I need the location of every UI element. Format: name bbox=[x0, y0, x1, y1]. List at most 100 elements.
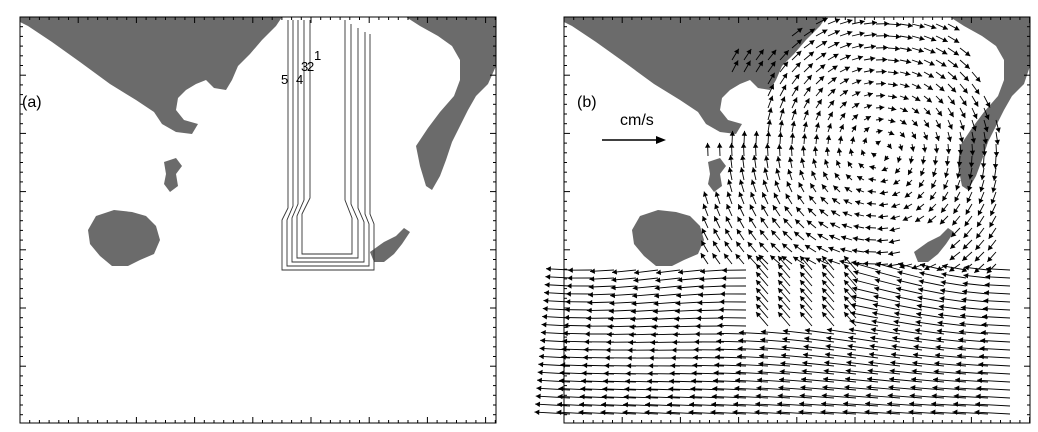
velocity-vector-head bbox=[978, 353, 984, 360]
velocity-vector bbox=[625, 380, 659, 383]
velocity-vector-head bbox=[797, 194, 803, 201]
velocity-vector bbox=[931, 395, 967, 399]
contour-labels: 1 2 3 4 5 bbox=[281, 48, 321, 87]
velocity-vector-head bbox=[782, 336, 788, 343]
velocity-vector bbox=[603, 380, 637, 383]
velocity-vector-head bbox=[771, 230, 777, 236]
velocity-vector-head bbox=[695, 323, 701, 329]
velocity-vector bbox=[645, 396, 681, 399]
velocity-vector-head bbox=[768, 95, 774, 102]
velocity-vector-head bbox=[656, 269, 662, 276]
velocity-vector-head bbox=[782, 61, 789, 68]
velocity-vector-head bbox=[899, 132, 905, 138]
velocity-vector bbox=[892, 328, 923, 335]
velocity-vector-head bbox=[716, 142, 723, 148]
velocity-vector-head bbox=[578, 409, 584, 416]
velocity-vector-head bbox=[963, 75, 969, 82]
velocity-vector-head bbox=[845, 376, 851, 382]
velocity-vector-head bbox=[761, 192, 767, 198]
velocity-vector-head bbox=[746, 49, 752, 55]
velocity-vector bbox=[579, 396, 615, 399]
velocity-vector-head bbox=[927, 85, 933, 90]
velocity-vector-head bbox=[648, 363, 654, 369]
velocity-vector-head bbox=[839, 124, 844, 130]
velocity-vector-head bbox=[932, 171, 938, 177]
velocity-vector-head bbox=[896, 21, 902, 28]
velocity-vector-head bbox=[866, 384, 872, 391]
velocity-vector-head bbox=[964, 220, 970, 227]
velocity-vector-head bbox=[788, 156, 794, 163]
velocity-vector-head bbox=[964, 265, 970, 271]
velocity-vector-head bbox=[877, 225, 883, 232]
velocity-vector bbox=[799, 395, 835, 399]
velocity-vector-head bbox=[626, 363, 632, 369]
velocity-vector-head bbox=[604, 362, 610, 369]
velocity-vector-head bbox=[821, 401, 827, 407]
velocity-vector-head bbox=[650, 339, 656, 346]
velocity-vector-head bbox=[870, 56, 876, 62]
velocity-vector-head bbox=[924, 265, 930, 271]
velocity-vector-head bbox=[792, 97, 798, 103]
velocity-vector bbox=[953, 403, 989, 407]
velocity-vector-head bbox=[844, 304, 850, 310]
velocity-vector-head bbox=[796, 50, 802, 57]
velocity-vector-head bbox=[728, 154, 734, 161]
velocity-vector-head bbox=[758, 60, 763, 67]
velocity-vector-head bbox=[606, 339, 612, 345]
velocity-vector-head bbox=[943, 184, 949, 190]
velocity-vector-head bbox=[727, 179, 733, 185]
velocity-vector-head bbox=[940, 73, 946, 79]
velocity-vector-head bbox=[787, 169, 793, 175]
velocity-vector-head bbox=[922, 134, 928, 141]
velocity-vector-head bbox=[950, 87, 957, 93]
velocity-vector-head bbox=[897, 270, 903, 276]
velocity-vector-head bbox=[986, 266, 991, 272]
velocity-vector-head bbox=[822, 384, 828, 391]
velocity-vector-head bbox=[891, 343, 897, 350]
velocity-vector-head bbox=[982, 306, 988, 312]
velocity-vector-head bbox=[714, 191, 720, 197]
velocity-vector-head bbox=[603, 378, 608, 384]
velocity-vector-head bbox=[878, 201, 885, 208]
velocity-vector bbox=[623, 396, 659, 399]
velocity-vector-head bbox=[845, 368, 851, 374]
velocity-vector-head bbox=[995, 127, 1001, 133]
velocity-vector-head bbox=[584, 339, 590, 345]
velocity-vector-head bbox=[935, 123, 941, 129]
velocity-vector-head bbox=[957, 149, 964, 155]
velocity-vector-head bbox=[855, 188, 862, 194]
velocity-vector-head bbox=[789, 132, 796, 138]
velocity-vector bbox=[977, 371, 1011, 375]
velocity-vector bbox=[914, 337, 945, 343]
velocity-vector-head bbox=[754, 409, 760, 415]
velocity-vector-head bbox=[800, 384, 806, 391]
island-large bbox=[88, 210, 160, 266]
velocity-vector-head bbox=[938, 312, 944, 318]
velocity-vector-head bbox=[767, 107, 773, 113]
scale-arrow-unit-label: cm/s bbox=[620, 112, 654, 129]
velocity-vector-head bbox=[823, 171, 828, 178]
velocity-vector-head bbox=[979, 186, 985, 192]
velocity-vector-head bbox=[759, 345, 765, 351]
velocity-vector-head bbox=[980, 163, 987, 169]
velocity-vector-head bbox=[800, 288, 806, 294]
velocity-vector-head bbox=[606, 331, 612, 338]
velocity-vector-head bbox=[867, 188, 873, 195]
velocity-vector-head bbox=[568, 267, 573, 273]
velocity-vector bbox=[781, 346, 813, 351]
velocity-vector-head bbox=[857, 55, 864, 61]
velocity-vector-head bbox=[650, 332, 656, 338]
velocity-vector-head bbox=[930, 24, 937, 30]
velocity-vector-head bbox=[982, 314, 988, 320]
velocity-vector bbox=[580, 388, 615, 391]
velocity-vector-head bbox=[844, 280, 850, 286]
velocity-vector-head bbox=[756, 385, 762, 391]
velocity-vector-head bbox=[628, 331, 634, 338]
velocity-vector-head bbox=[837, 135, 844, 141]
velocity-vector-head bbox=[720, 291, 725, 297]
velocity-vector bbox=[690, 388, 725, 391]
velocity-vector-head bbox=[579, 401, 585, 408]
velocity-vector-head bbox=[936, 336, 942, 342]
velocity-vector-head bbox=[956, 361, 962, 367]
velocity-vector-head bbox=[916, 303, 922, 309]
